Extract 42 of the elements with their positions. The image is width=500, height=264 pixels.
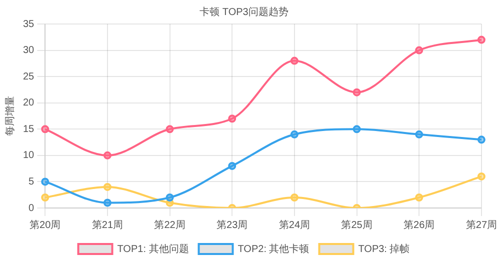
point — [477, 172, 486, 180]
point — [415, 46, 424, 54]
point — [166, 193, 174, 202]
x-tick-label: 第23周 — [216, 218, 248, 231]
point — [103, 182, 112, 191]
x-tick-label: 第24周 — [278, 218, 310, 231]
point — [352, 125, 361, 134]
point — [41, 125, 50, 134]
point — [290, 193, 298, 202]
x-tick-label: 第21周 — [92, 218, 124, 231]
x-tick-label: 第27周 — [466, 218, 497, 231]
point — [415, 193, 424, 202]
legend-label: TOP2: 其他卡顿 — [238, 242, 310, 255]
y-tick-label: 20 — [23, 98, 35, 109]
legend-label: TOP3: 掉帧 — [358, 242, 410, 255]
y-tick-label: 0 — [28, 202, 35, 214]
point — [415, 130, 424, 138]
point — [103, 198, 112, 207]
chart-title: 卡顿 TOP3问题趋势 — [200, 6, 288, 18]
point — [41, 193, 50, 202]
y-tick-label: 35 — [23, 18, 35, 30]
x-tick-label: 第26周 — [404, 218, 435, 231]
point — [166, 125, 174, 134]
y-axis-title: 每周增量 — [4, 96, 16, 136]
point — [477, 36, 486, 44]
legend-label: TOP1: 其他问题 — [117, 242, 189, 255]
point — [290, 56, 298, 65]
point — [477, 136, 486, 144]
point — [228, 162, 236, 170]
y-tick-label: 5 — [28, 176, 35, 188]
x-tick-label: 第22周 — [154, 218, 186, 231]
y-tick-label: 10 — [23, 150, 35, 162]
point — [103, 151, 112, 160]
point — [290, 130, 298, 138]
x-tick-label: 第20周 — [30, 218, 61, 231]
point — [41, 178, 50, 186]
point — [228, 114, 236, 123]
y-tick-label: 15 — [23, 124, 35, 135]
point — [352, 88, 361, 96]
y-tick-label: 25 — [23, 71, 35, 82]
y-tick-label: 30 — [23, 45, 35, 56]
x-tick-label: 第25周 — [341, 218, 372, 231]
